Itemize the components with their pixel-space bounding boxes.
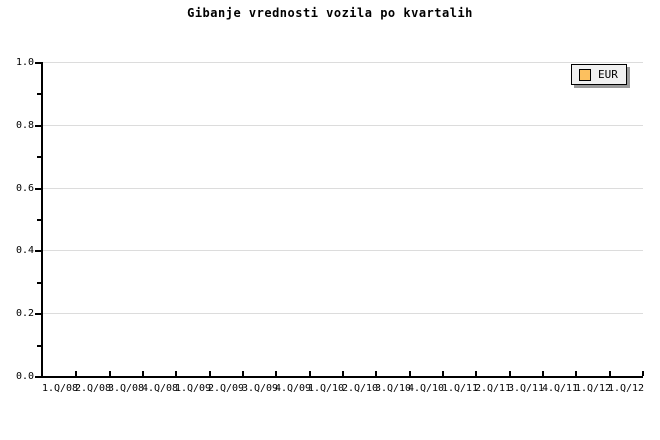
x-axis-label: 4.Q/09 [274,383,312,394]
x-axis-label: 3.Q/09 [241,383,279,394]
y-tick-major [35,313,41,315]
x-axis-label: 3.Q/11 [507,383,545,394]
x-axis-label: 3.Q/08 [107,383,145,394]
y-tick-minor [37,156,41,158]
x-tick [75,371,77,376]
gridline [43,188,643,189]
x-axis-label: 1.Q/09 [174,383,212,394]
x-axis-label: 2.Q/10 [341,383,379,394]
x-axis-label: 4.Q/10 [407,383,445,394]
y-axis-line [41,62,43,378]
x-axis-label: 2.Q/11 [474,383,512,394]
x-tick [275,371,277,376]
legend: EUR [571,64,627,85]
y-tick-minor [37,219,41,221]
y-tick-major [35,62,41,64]
y-axis-label: 0.6 [15,183,34,194]
x-tick [375,371,377,376]
x-tick [309,371,311,376]
y-tick-major [35,250,41,252]
y-axis-label: 0.2 [15,308,34,319]
x-tick [642,371,644,376]
x-tick [175,371,177,376]
x-tick [442,371,444,376]
x-axis-label: 4.Q/11 [541,383,579,394]
x-axis-label: 3.Q/10 [374,383,412,394]
x-tick [409,371,411,376]
x-tick [209,371,211,376]
x-axis-label: 1.Q/12 [607,383,645,394]
y-axis-label: 0.4 [15,245,34,256]
x-tick [242,371,244,376]
y-tick-minor [37,93,41,95]
y-axis-label: 0.0 [15,371,34,382]
x-axis-label: 2.Q/08 [74,383,112,394]
gridline [43,62,643,63]
x-tick [509,371,511,376]
x-tick [109,371,111,376]
y-axis-label: 0.8 [15,120,34,131]
chart-title: Gibanje vrednosti vozila po kvartalih [187,6,473,20]
y-tick-major [35,376,41,378]
x-axis-label: 1.Q/12 [574,383,612,394]
gridline [43,125,643,126]
x-tick [575,371,577,376]
x-axis-label: 4.Q/08 [141,383,179,394]
legend-label: EUR [598,68,618,81]
y-tick-minor [37,282,41,284]
y-tick-major [35,188,41,190]
legend-swatch-eur [579,68,591,81]
y-tick-major [35,125,41,127]
x-tick [609,371,611,376]
gridline [43,313,643,314]
x-tick [475,371,477,376]
x-axis-label: 1.Q/11 [441,383,479,394]
x-axis-label: 1.Q/10 [307,383,345,394]
x-tick [542,371,544,376]
x-axis-label: 1.Q/08 [41,383,79,394]
x-axis-label: 2.Q/09 [207,383,245,394]
plot-area [43,62,643,376]
y-axis-label: 1.0 [15,57,34,68]
gridline [43,250,643,251]
y-tick-minor [37,345,41,347]
x-tick [142,371,144,376]
x-axis-line [41,376,643,378]
x-tick [342,371,344,376]
